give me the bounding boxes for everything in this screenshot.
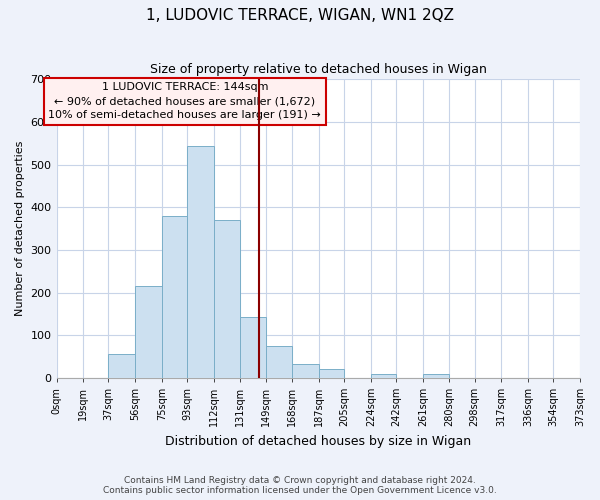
Bar xyxy=(371,374,396,378)
Text: Contains HM Land Registry data © Crown copyright and database right 2024.
Contai: Contains HM Land Registry data © Crown c… xyxy=(103,476,497,495)
Y-axis label: Number of detached properties: Number of detached properties xyxy=(15,141,25,316)
Bar xyxy=(187,146,214,378)
Text: 1, LUDOVIC TERRACE, WIGAN, WN1 2QZ: 1, LUDOVIC TERRACE, WIGAN, WN1 2QZ xyxy=(146,8,454,22)
Bar xyxy=(319,369,344,378)
Title: Size of property relative to detached houses in Wigan: Size of property relative to detached ho… xyxy=(150,62,487,76)
Text: 1 LUDOVIC TERRACE: 144sqm
← 90% of detached houses are smaller (1,672)
10% of se: 1 LUDOVIC TERRACE: 144sqm ← 90% of detac… xyxy=(49,82,321,120)
X-axis label: Distribution of detached houses by size in Wigan: Distribution of detached houses by size … xyxy=(165,434,472,448)
Bar xyxy=(135,286,162,378)
Bar xyxy=(423,374,449,378)
Bar xyxy=(214,220,241,378)
Bar xyxy=(162,216,187,378)
Bar xyxy=(109,354,135,378)
Bar xyxy=(266,346,292,378)
Bar xyxy=(292,364,319,378)
Bar xyxy=(241,317,266,378)
